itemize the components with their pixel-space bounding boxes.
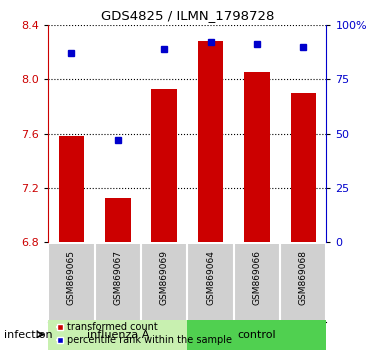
Bar: [59, 136, 84, 242]
Bar: [198, 41, 223, 242]
Text: GSM869068: GSM869068: [299, 251, 308, 306]
Text: GSM869065: GSM869065: [67, 251, 76, 306]
Text: GSM869066: GSM869066: [252, 251, 262, 306]
Text: GSM869064: GSM869064: [206, 251, 215, 306]
Text: infection: infection: [4, 330, 52, 339]
Text: control: control: [237, 330, 276, 341]
Bar: [290, 93, 316, 242]
Bar: [105, 198, 131, 242]
Bar: [48, 320, 187, 350]
Bar: [151, 89, 177, 242]
Text: influenza A: influenza A: [86, 330, 149, 341]
Title: GDS4825 / ILMN_1798728: GDS4825 / ILMN_1798728: [101, 9, 274, 22]
Bar: [187, 320, 326, 350]
Legend: transformed count, percentile rank within the sample: transformed count, percentile rank withi…: [53, 319, 236, 349]
Bar: [244, 73, 270, 242]
Text: GSM869067: GSM869067: [113, 251, 122, 306]
Text: GSM869069: GSM869069: [160, 251, 169, 306]
